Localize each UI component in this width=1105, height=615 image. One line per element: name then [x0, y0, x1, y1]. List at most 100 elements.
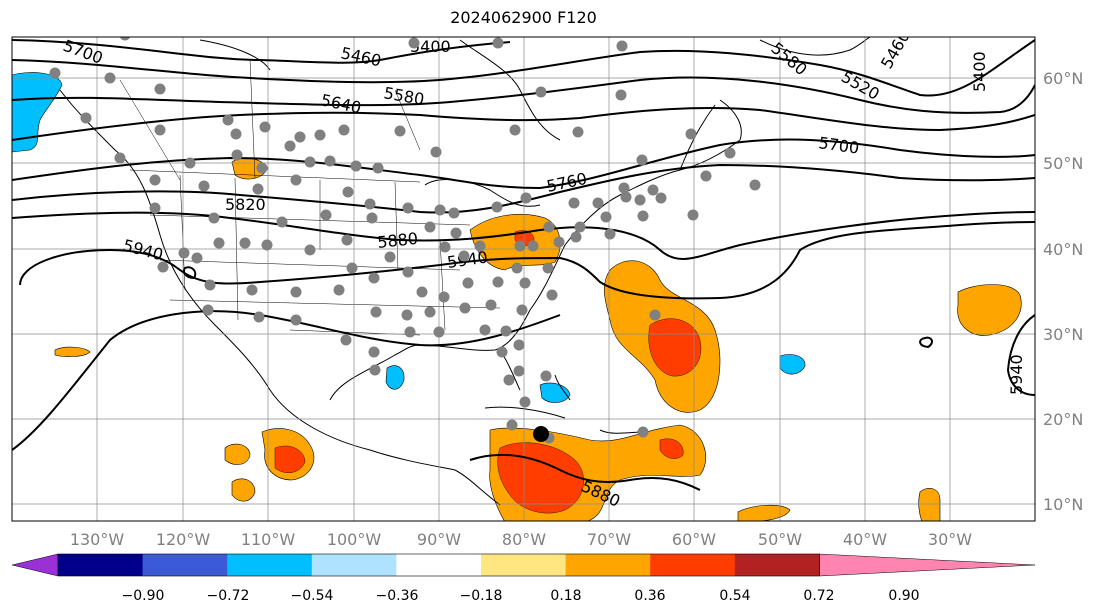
colorbar-tick-label: −0.36: [376, 588, 419, 604]
station-dot: [149, 174, 161, 186]
station-dot: [341, 234, 353, 246]
station-dot: [700, 170, 712, 182]
colorbar-segment: [58, 554, 144, 576]
station-dot: [324, 155, 336, 167]
station-dot: [485, 299, 497, 311]
colorbar-segment: [142, 554, 228, 576]
lon-label: 30°W: [928, 530, 972, 549]
station-dot: [649, 309, 661, 321]
station-dot: [513, 339, 525, 351]
station-dot: [114, 152, 126, 164]
colorbar-tick-label: 0.90: [888, 588, 919, 604]
station-dot: [333, 284, 345, 296]
station-dot: [369, 364, 381, 376]
station-dot: [290, 174, 302, 186]
station-dot: [655, 192, 667, 204]
station-dot: [404, 326, 416, 338]
station-dot: [572, 126, 584, 138]
map-frame: [11, 36, 1036, 522]
station-dot: [546, 289, 558, 301]
station-dot: [149, 202, 161, 214]
station-dot: [366, 212, 378, 224]
station-dot: [479, 324, 491, 336]
station-dot: [459, 302, 471, 314]
station-dot: [208, 212, 220, 224]
station-dot: [527, 240, 539, 252]
station-dot: [222, 114, 234, 126]
station-dot: [408, 37, 420, 49]
station-dot: [364, 198, 376, 210]
lon-axis: 130°W 120°W 110°W 100°W 90°W 80°W 70°W 6…: [70, 530, 972, 549]
station-dot: [450, 227, 462, 239]
station-dot: [372, 162, 384, 174]
station-dot: [500, 325, 512, 337]
station-dot: [261, 239, 273, 251]
map-title: 2024062900 F120: [450, 8, 597, 27]
station-dot: [204, 279, 216, 291]
station-dot: [519, 396, 531, 408]
station-dot: [246, 284, 258, 296]
station-dot: [157, 261, 169, 273]
station-dot: [368, 272, 380, 284]
station-dot: [230, 128, 242, 140]
lat-label: 60°N: [1043, 69, 1083, 88]
lon-label: 110°W: [241, 530, 296, 549]
station-dot: [520, 192, 532, 204]
lat-label: 10°N: [1043, 495, 1083, 514]
station-dot: [259, 121, 271, 133]
lat-label: 30°N: [1043, 325, 1083, 344]
station-dot: [637, 426, 649, 438]
station-dot: [402, 202, 414, 214]
colorbar-tick-label: 0.54: [719, 588, 750, 604]
station-dot: [636, 154, 648, 166]
lon-label: 100°W: [327, 530, 382, 549]
station-dot: [516, 304, 528, 316]
station-dot: [574, 221, 586, 233]
station-dot: [600, 211, 612, 223]
colorbar-frame: [57, 553, 820, 577]
colorbar-ticks: −0.90 −0.72 −0.54 −0.36 −0.18 0.18 0.36 …: [122, 588, 920, 604]
contour-label: 5880: [376, 229, 418, 252]
station-dot: [637, 210, 649, 222]
station-dot: [513, 365, 525, 377]
colorbar: [11, 553, 1036, 577]
colorbar-segment: [650, 554, 736, 576]
station-dot: [448, 207, 460, 219]
colorbar-tick-label: 0.36: [634, 588, 665, 604]
station-dot: [543, 221, 555, 233]
lon-label: 50°W: [758, 530, 802, 549]
station-dot: [462, 277, 474, 289]
colorbar-segment: [311, 554, 397, 576]
station-markers: [49, 37, 761, 444]
station-dot: [80, 112, 92, 124]
station-dot: [434, 204, 446, 216]
station-dot: [239, 237, 251, 249]
station-dot: [213, 237, 225, 249]
station-dot: [511, 262, 523, 274]
station-dot: [592, 197, 604, 209]
station-dot: [314, 129, 326, 141]
colorbar-segment: [227, 554, 313, 576]
station-dot: [687, 209, 699, 221]
station-dot: [394, 125, 406, 137]
station-dot: [458, 250, 470, 262]
station-dot: [368, 346, 380, 358]
contour-label: 5400: [410, 37, 451, 56]
station-dot: [604, 228, 616, 240]
colorbar-tick-label: −0.18: [460, 588, 503, 604]
station-dot: [430, 146, 442, 158]
station-dot: [620, 191, 632, 203]
colorbar-tick-label: 0.72: [803, 588, 834, 604]
station-dot: [276, 216, 288, 228]
station-dot: [384, 251, 396, 263]
station-dot: [553, 236, 565, 248]
station-dot: [304, 156, 316, 168]
station-dot: [340, 334, 352, 346]
station-dot: [615, 89, 627, 101]
colorbar-tick-label: −0.54: [291, 588, 334, 604]
station-dot: [570, 231, 582, 243]
colorbar-tick-label: 0.18: [550, 588, 581, 604]
station-dot: [685, 128, 697, 140]
lon-label: 70°W: [587, 530, 631, 549]
colorbar-segment: [565, 554, 651, 576]
